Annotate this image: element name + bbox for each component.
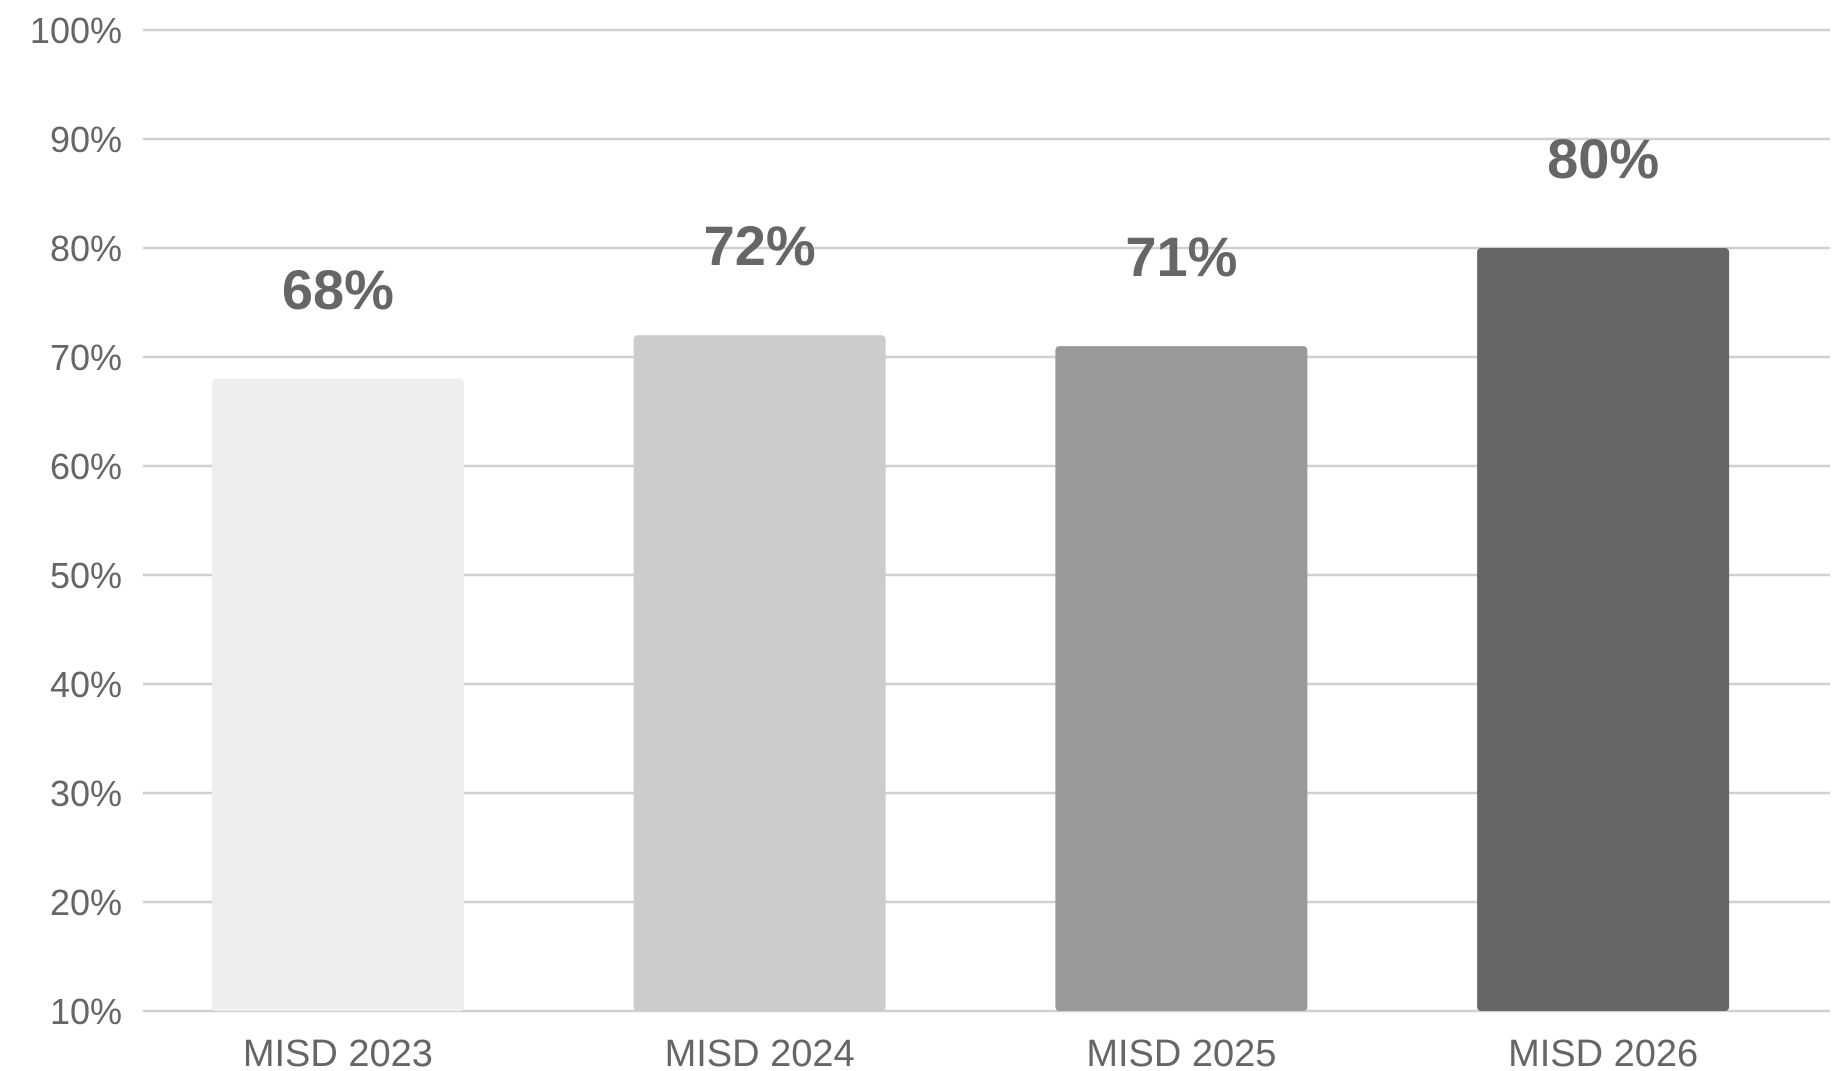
data-label: 80% [1547,127,1659,190]
y-tick-label: 30% [50,773,122,814]
x-axis-tick-labels: MISD 2023 MISD 2024 MISD 2025 MISD 2026 [243,1033,1698,1071]
x-tick-label: MISD 2024 [665,1033,855,1071]
data-label: 71% [1125,225,1237,288]
data-label: 68% [282,258,394,321]
y-tick-label: 40% [50,664,122,705]
y-tick-label: 60% [50,446,122,487]
y-tick-label: 100% [30,10,122,51]
bar [633,335,886,1011]
y-tick-label: 80% [50,228,122,269]
y-tick-label: 20% [50,882,122,923]
x-tick-label: MISD 2026 [1508,1033,1698,1071]
bar [211,378,464,1011]
data-labels: 68% 72% 71% 80% [282,127,1659,321]
y-axis-tick-labels: 10% 20% 30% 40% 50% 60% 70% 80% 90% 100% [30,10,122,1032]
x-tick-label: MISD 2023 [243,1033,433,1071]
bar [1055,346,1308,1012]
y-tick-label: 50% [50,555,122,596]
bar [1477,248,1730,1011]
y-tick-label: 10% [50,991,122,1032]
x-tick-label: MISD 2025 [1086,1033,1276,1071]
y-tick-label: 90% [50,119,122,160]
data-label: 72% [704,214,816,277]
bars [211,248,1730,1012]
y-tick-label: 70% [50,337,122,378]
